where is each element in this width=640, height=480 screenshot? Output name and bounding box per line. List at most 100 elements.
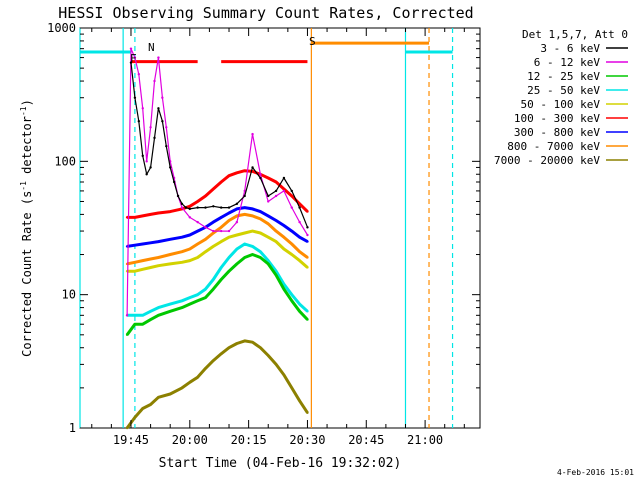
- legend-header: Det 1,5,7, Att 0: [522, 28, 628, 41]
- data-point: [149, 266, 152, 269]
- data-point: [235, 247, 239, 251]
- series-line: [127, 242, 309, 317]
- data-point: [227, 211, 231, 215]
- data-point: [212, 220, 215, 224]
- data-point: [188, 296, 192, 299]
- data-point: [129, 47, 133, 50]
- interval-bars: [80, 41, 453, 64]
- data-point: [212, 205, 215, 208]
- data-point: [153, 79, 156, 83]
- data-point: [188, 247, 192, 251]
- data-point: [267, 214, 270, 218]
- series-line: [127, 229, 309, 273]
- y-axis-label: Corrected Count Rate (s-1 detector-1): [19, 99, 34, 357]
- data-point: [125, 333, 129, 337]
- data-point: [212, 278, 215, 281]
- data-point: [133, 216, 137, 219]
- data-point: [306, 256, 309, 259]
- data-point: [274, 194, 278, 198]
- data-point: [290, 386, 293, 390]
- data-point: [196, 293, 199, 296]
- data-point: [188, 259, 192, 262]
- data-point: [157, 211, 160, 215]
- data-point: [259, 256, 262, 259]
- data-point: [168, 210, 172, 213]
- data-point: [180, 206, 184, 209]
- data-point: [219, 206, 223, 209]
- y-tick-label: 10: [62, 288, 76, 302]
- data-point: [141, 242, 144, 246]
- data-point: [149, 166, 152, 169]
- data-point: [267, 354, 270, 357]
- data-point: [141, 268, 144, 271]
- data-point: [168, 238, 172, 241]
- data-point: [145, 173, 148, 176]
- x-axis-label: Start Time (04-Feb-16 19:32:02): [159, 456, 402, 471]
- legend-entry-label: 100 - 300 keV: [514, 112, 600, 125]
- data-point: [141, 107, 144, 110]
- data-point: [212, 359, 215, 362]
- data-point: [149, 403, 152, 406]
- data-point: [290, 293, 293, 296]
- data-point: [157, 107, 160, 110]
- data-point: [274, 219, 278, 222]
- data-point: [227, 174, 231, 177]
- data-point: [290, 229, 293, 233]
- data-point: [251, 132, 254, 136]
- data-point: [298, 206, 301, 209]
- data-point: [227, 206, 231, 209]
- legend-entry-label: 800 - 7000 keV: [507, 140, 600, 153]
- data-point: [251, 229, 254, 233]
- x-tick-label: 20:15: [231, 433, 267, 447]
- data-point: [306, 318, 309, 321]
- data-point: [212, 287, 215, 291]
- data-point: [149, 126, 152, 129]
- data-point: [133, 243, 137, 247]
- data-point: [149, 257, 152, 261]
- data-point: [219, 229, 223, 233]
- data-point: [141, 314, 144, 317]
- data-point: [125, 314, 129, 317]
- data-point: [204, 296, 207, 299]
- data-point: [196, 256, 199, 259]
- data-point: [145, 160, 148, 163]
- data-point: [251, 245, 254, 248]
- data-point: [306, 411, 309, 415]
- data-point: [172, 180, 176, 184]
- saa-label: S: [309, 35, 316, 48]
- data-point: [274, 229, 278, 233]
- data-point: [243, 231, 246, 235]
- y-tick-label: 100: [54, 154, 76, 168]
- data-point: [298, 259, 301, 262]
- legend-entry-label: 3 - 6 keV: [540, 42, 600, 55]
- data-point: [180, 261, 184, 264]
- data-point: [290, 206, 293, 209]
- data-point: [168, 310, 172, 313]
- y-tick-label: 1000: [47, 21, 76, 35]
- data-point: [133, 56, 137, 59]
- data-point: [157, 314, 160, 317]
- data-point: [219, 226, 223, 229]
- data-point: [267, 235, 270, 239]
- data-point: [165, 144, 168, 148]
- data-point: [274, 273, 278, 277]
- data-point: [267, 176, 270, 180]
- data-point: [251, 341, 254, 344]
- data-point: [243, 213, 246, 216]
- data-point: [188, 302, 192, 306]
- data-point: [204, 238, 207, 241]
- data-point: [219, 180, 223, 184]
- data-point: [204, 367, 207, 370]
- legend-entry-label: 7000 - 20000 keV: [494, 154, 600, 167]
- data-point: [235, 202, 239, 206]
- data-point: [168, 302, 172, 306]
- data-point: [204, 206, 207, 209]
- data-point: [274, 189, 278, 193]
- data-point: [227, 235, 231, 239]
- data-point: [235, 214, 239, 218]
- axes: 1 10 100 1000 19:45 20:00 20:15 20:30 20:45 21:00: [47, 21, 480, 447]
- data-point: [243, 242, 246, 246]
- data-point: [306, 226, 309, 229]
